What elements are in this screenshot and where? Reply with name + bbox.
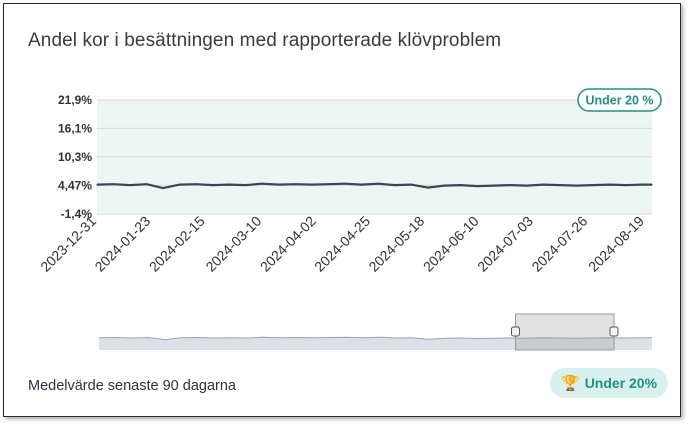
chart-card: Andel kor i besättningen med rapporterad…	[3, 3, 681, 417]
y-tick-label: 10,3%	[58, 150, 92, 164]
data-point	[641, 184, 644, 186]
data-point	[212, 184, 214, 186]
data-point	[327, 183, 330, 185]
data-point	[625, 184, 627, 186]
data-point	[278, 184, 280, 186]
data-point	[651, 184, 653, 186]
data-point	[96, 184, 98, 186]
data-point	[575, 185, 578, 187]
data-point	[344, 183, 346, 185]
data-point	[443, 185, 445, 187]
data-point	[145, 183, 148, 185]
x-tick-label: 2023-12-31	[37, 213, 99, 275]
data-point	[493, 185, 495, 187]
data-point	[228, 184, 230, 186]
data-point	[509, 184, 511, 186]
data-point	[608, 184, 611, 186]
navigator-handle-right[interactable]	[609, 326, 619, 337]
data-point	[427, 186, 429, 189]
data-point	[526, 185, 528, 187]
navigator-line	[98, 336, 652, 341]
trophy-icon: 🏆	[561, 374, 580, 392]
x-tick-label: 2024-01-23	[91, 213, 153, 275]
chart-title: Andel kor i besättningen med rapporterad…	[28, 30, 502, 51]
line-chart: 21,9%16,1%10,3%4,47%-1,4% 2023-12-312024…	[37, 88, 662, 351]
average-badge: 🏆 Under 20%	[550, 368, 669, 398]
navigator-area	[99, 337, 652, 350]
data-point	[559, 184, 561, 186]
data-point	[112, 183, 115, 185]
navigator-window[interactable]	[515, 313, 615, 351]
data-point	[360, 184, 363, 186]
footer-label: Medelvärde senaste 90 dagarna	[28, 378, 236, 394]
x-tick-label: 2024-03-10	[202, 213, 264, 275]
data-point	[195, 183, 197, 185]
x-tick-label: 2024-05-18	[365, 213, 427, 275]
average-badge-label: Under 20%	[584, 375, 658, 391]
data-point	[294, 183, 296, 185]
x-tick-label: 2024-06-10	[420, 213, 482, 275]
threshold-pill	[577, 88, 662, 112]
data-point	[410, 184, 412, 186]
data-point	[162, 187, 164, 189]
data-point	[377, 183, 379, 185]
data-point	[129, 184, 131, 186]
y-tick-label: 4,47%	[58, 178, 92, 192]
data-point	[311, 184, 313, 186]
data-point	[542, 184, 544, 186]
navigator-handle-left[interactable]	[511, 326, 521, 337]
data-point	[592, 184, 594, 186]
data-point	[460, 184, 462, 186]
data-point	[179, 184, 181, 186]
x-tick-label: 2024-02-15	[146, 213, 208, 275]
y-tick-label: -1,4%	[61, 207, 93, 221]
threshold-label: Under 20 %	[585, 94, 653, 108]
data-point	[393, 184, 396, 186]
x-tick-label: 2024-07-26	[528, 213, 590, 275]
x-tick-label: 2024-08-19	[585, 213, 647, 275]
data-point	[476, 185, 478, 187]
x-tick-label: 2024-04-02	[257, 213, 319, 275]
data-point	[261, 183, 263, 185]
data-point	[245, 184, 247, 186]
x-tick-label: 2024-04-25	[311, 213, 373, 275]
y-tick-label: 16,1%	[58, 121, 92, 135]
x-tick-label: 2024-07-03	[474, 213, 536, 275]
y-tick-label: 21,9%	[58, 93, 92, 107]
